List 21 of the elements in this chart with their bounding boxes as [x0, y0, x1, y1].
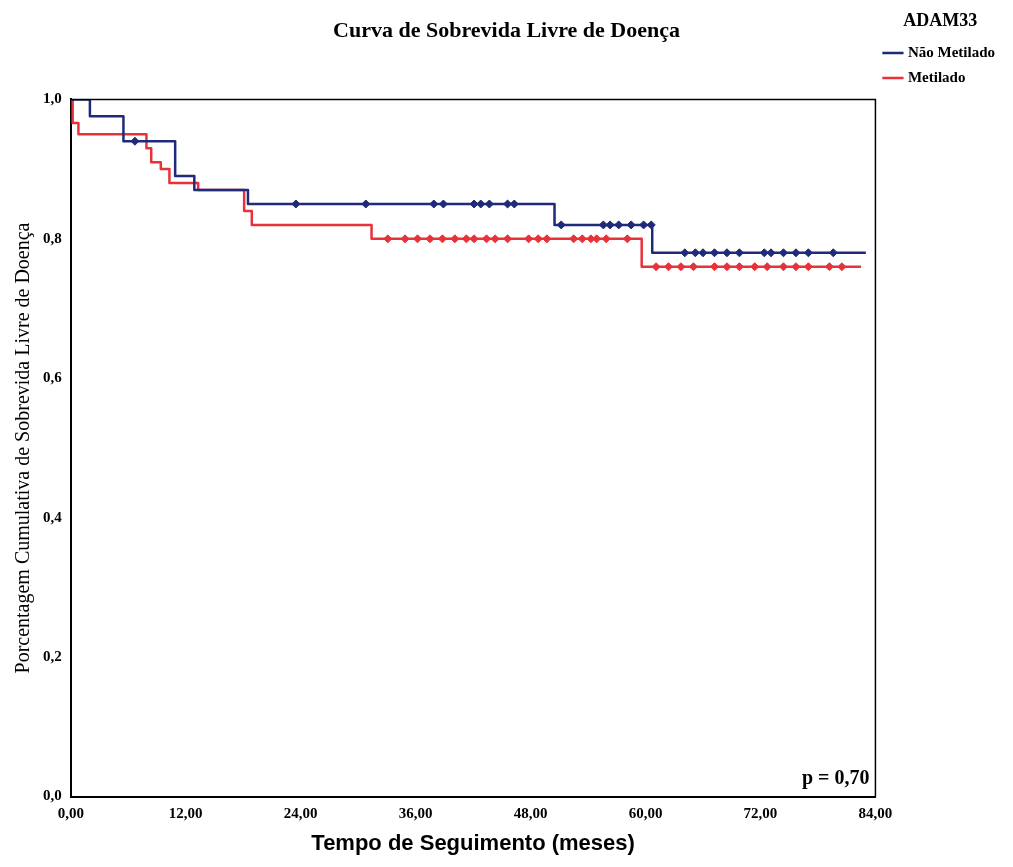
y-tick-label: 0,6 [43, 369, 63, 386]
chart-title: Curva de Sobrevida Livre de Doença [333, 16, 680, 42]
y-tick-label: 0,0 [43, 787, 62, 804]
x-tick-label: 72,00 [743, 805, 778, 822]
legend-title: ADAM33 [903, 9, 978, 30]
x-tick-label: 36,00 [398, 805, 433, 822]
legend-label: Não Metilado [907, 43, 996, 60]
y-tick-label: 0,2 [43, 648, 62, 665]
annotation: p = 0,70 [801, 765, 870, 789]
y-tick-label: 0,8 [43, 229, 62, 246]
y-tick-label: 0,4 [43, 508, 63, 525]
legend-label: Metilado [907, 68, 966, 85]
x-tick-label: 24,00 [283, 805, 318, 822]
x-tick-label: 0,00 [57, 805, 84, 822]
y-tick-label: 1,0 [43, 90, 62, 107]
x-tick-label: 60,00 [628, 805, 663, 822]
x-tick-label: 84,00 [858, 805, 893, 822]
y-axis-title: Porcentagem Cumulativa de Sobrevida Livre de Doença [11, 222, 35, 674]
x-tick-label: 12,00 [168, 805, 203, 822]
x-axis-title: Tempo de Seguimento (meses) [311, 829, 635, 855]
x-tick-label: 48,00 [513, 805, 548, 822]
